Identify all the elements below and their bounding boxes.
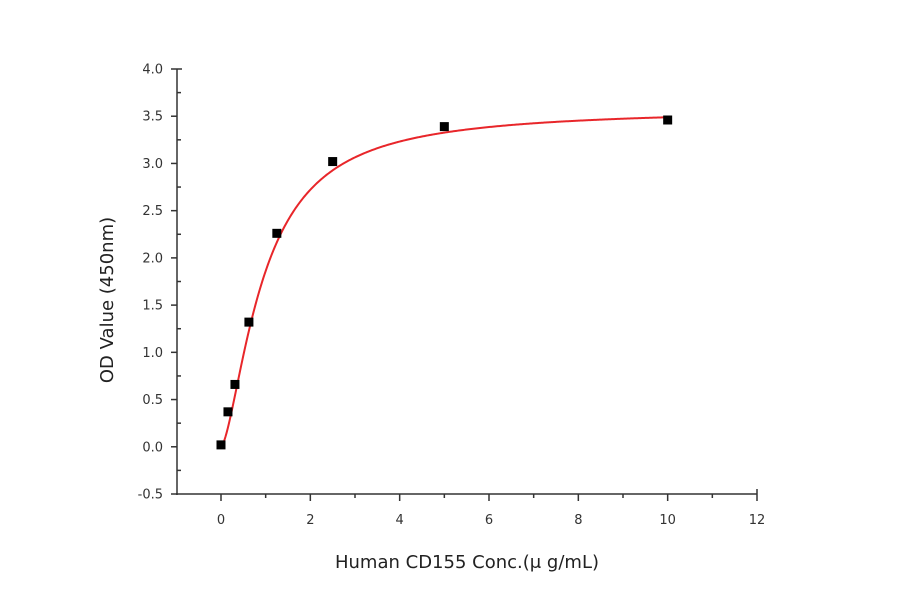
data-point-marker: [244, 317, 254, 327]
x-tick-label: 8: [574, 513, 582, 528]
data-point-marker: [216, 440, 226, 450]
y-tick-label: 2.5: [142, 204, 163, 219]
data-point-marker: [663, 115, 673, 125]
y-tick-label: 4.0: [142, 63, 163, 78]
y-tick-label: 0.0: [142, 440, 163, 455]
y-tick-label: -0.5: [138, 488, 163, 503]
y-axis: -0.5 0.0 0.5 1.0 1.5 2.0 2.5 3.0 3.5 4.0: [138, 63, 182, 503]
y-tick-label: 1.0: [142, 346, 163, 361]
x-tick-label: 4: [396, 513, 404, 528]
fit-curve-line: [220, 116, 668, 448]
y-tick-label: 0.5: [142, 393, 163, 408]
y-axis-title: OD Value (450nm): [97, 217, 118, 383]
x-axis-title: Human CD155 Conc.(μ g/mL): [335, 552, 599, 573]
data-point-marker: [439, 122, 449, 132]
y-tick-label: 3.5: [142, 110, 163, 125]
x-tick-label: 2: [306, 513, 314, 528]
x-tick-label: 6: [485, 513, 493, 528]
data-point-marker: [328, 157, 338, 167]
x-tick-label: 12: [749, 513, 766, 528]
data-points: [216, 115, 673, 450]
data-point-marker: [272, 228, 282, 238]
y-tick-label: 1.5: [142, 299, 163, 314]
y-tick-label: 2.0: [142, 251, 163, 266]
data-point-marker: [230, 379, 240, 389]
data-point-marker: [223, 407, 233, 417]
x-axis: 0 2 4 6 8 10 12: [176, 489, 765, 528]
x-tick-label: 0: [217, 513, 225, 528]
y-tick-label: 3.0: [142, 157, 163, 172]
x-tick-label: 10: [659, 513, 676, 528]
